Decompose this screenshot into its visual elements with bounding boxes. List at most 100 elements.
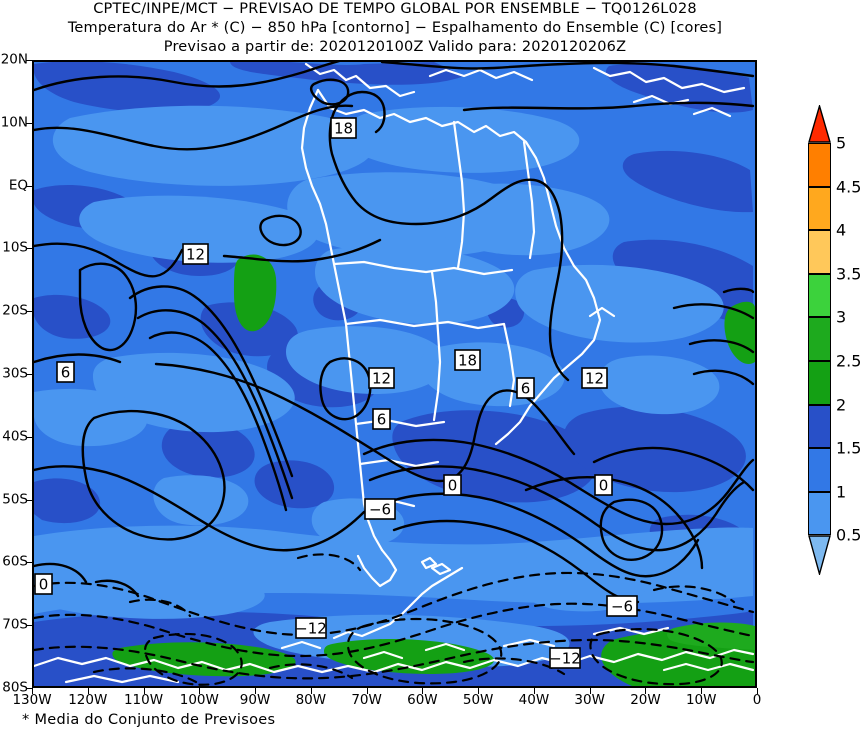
y-tick-mark	[26, 186, 32, 187]
y-tick-mark	[26, 374, 32, 375]
y-tick-label-10S: 10S	[2, 239, 28, 256]
x-tick-mark	[32, 688, 33, 694]
contour-label-12-pacific: 12	[182, 243, 209, 265]
x-tick-mark	[144, 688, 145, 694]
svg-text:0: 0	[448, 477, 458, 495]
map-canvas: 18 18 12 12	[34, 62, 755, 686]
svg-text:−12: −12	[549, 650, 581, 668]
contour-label-minus12-west: −12	[295, 617, 327, 639]
x-tick-mark	[311, 688, 312, 694]
x-tick-label-110W: 110W	[123, 692, 164, 708]
contour-label-18-south: 18	[454, 349, 481, 371]
svg-text:12: 12	[186, 246, 205, 264]
y-tick-label-30S: 30S	[2, 365, 28, 382]
contour-label-6-chile: 6	[372, 408, 391, 430]
x-tick-label-130W: 130W	[12, 692, 52, 708]
title-line-3: Previsao a partir de: 2020120100Z Valido…	[163, 39, 627, 56]
colorbar-cap-top	[808, 103, 831, 143]
svg-text:−6: −6	[369, 501, 391, 519]
colorbar-band	[808, 404, 831, 449]
y-tick-mark	[26, 248, 32, 249]
contour-label-minus12-east: −12	[549, 647, 581, 669]
x-tick-mark	[757, 688, 758, 694]
colorbar-tick-label-2: 2	[836, 395, 847, 415]
x-tick-mark	[367, 688, 368, 694]
contour-label-0-east: 0	[594, 474, 613, 496]
y-tick-mark	[26, 562, 32, 563]
colorbar	[808, 103, 831, 622]
svg-text:12: 12	[585, 370, 604, 388]
svg-text:12: 12	[372, 370, 391, 388]
contour-labels: 18 18 12 12	[34, 117, 638, 669]
y-tick-label-EQ: EQ	[8, 176, 28, 193]
colorbar-tick-label-5: 5	[836, 133, 847, 153]
colorbar-band	[808, 230, 831, 274]
colorbar-tick-label-2.5: 2.5	[836, 351, 860, 371]
x-tick-label-120W: 120W	[68, 692, 108, 708]
y-tick-mark	[26, 437, 32, 438]
colorbar-tick-label-3.5: 3.5	[836, 264, 860, 284]
contour-label-minus6-east: −6	[606, 595, 638, 617]
y-tick-label-70S: 70S	[2, 616, 28, 633]
colorbar-band	[808, 273, 831, 318]
y-tick-mark	[26, 311, 32, 312]
x-tick-mark	[645, 688, 646, 694]
title-line-2: Temperatura do Ar * (C) − 850 hPa [conto…	[67, 20, 723, 37]
colorbar-tick-label-1: 1	[836, 482, 847, 502]
footnote: * Media do Conjunto de Previsoes	[22, 712, 276, 728]
svg-text:−12: −12	[295, 620, 327, 638]
colorbar-tick-label-4.5: 4.5	[836, 177, 860, 197]
svg-text:6: 6	[521, 380, 531, 398]
contour-label-0-south-atlantic: 0	[443, 474, 462, 496]
title-line-1: CPTEC/INPE/MCT − PREVISAO DE TEMPO GLOBA…	[93, 1, 697, 17]
y-tick-mark	[26, 625, 32, 626]
y-tick-mark	[26, 60, 32, 61]
svg-text:0: 0	[39, 576, 49, 594]
x-tick-mark	[255, 688, 256, 694]
svg-text:−6: −6	[611, 598, 633, 616]
x-tick-label-40W: 40W	[518, 692, 550, 708]
svg-text:0: 0	[599, 477, 609, 495]
x-tick-mark	[478, 688, 479, 694]
colorbar-tick-label-4: 4	[836, 220, 847, 240]
x-tick-label-20W: 20W	[630, 692, 661, 708]
x-tick-mark	[534, 688, 535, 694]
x-tick-mark	[199, 688, 200, 694]
y-tick-label-20N: 20N	[0, 51, 28, 68]
colorbar-band	[808, 143, 831, 187]
x-tick-label-0: 0	[752, 692, 762, 708]
x-tick-label-60W: 60W	[407, 692, 438, 708]
map-plot-area: 18 18 12 12	[32, 60, 757, 688]
colorbar-band	[808, 317, 831, 361]
x-tick-label-80W: 80W	[295, 692, 327, 708]
y-tick-mark	[26, 500, 32, 501]
contour-label-18-north: 18	[330, 117, 357, 139]
contour-label-6-atlantic: 6	[516, 377, 535, 399]
colorbar-cap-bottom	[808, 535, 831, 578]
contour-label-12-chile: 12	[368, 367, 395, 389]
coastlines	[34, 62, 755, 684]
x-tick-label-70W: 70W	[351, 692, 382, 708]
y-tick-mark	[26, 123, 32, 124]
contour-label-12-atlantic: 12	[581, 367, 608, 389]
svg-text:6: 6	[61, 364, 71, 382]
contour-label-0-westedge: 0	[34, 573, 53, 595]
colorbar-tick-label-3: 3	[836, 307, 847, 327]
y-tick-label-10N: 10N	[0, 114, 28, 131]
svg-text:6: 6	[377, 411, 387, 429]
y-tick-label-40S: 40S	[2, 428, 28, 445]
y-tick-mark	[26, 688, 32, 689]
y-tick-label-20S: 20S	[2, 302, 28, 319]
contours-dashed	[34, 553, 755, 686]
contour-label-6-westedge: 6	[56, 361, 75, 383]
x-tick-mark	[590, 688, 591, 694]
x-tick-mark	[701, 688, 702, 694]
colorbar-tick-label-0.5: 0.5	[836, 525, 860, 545]
contours-solid	[34, 62, 755, 604]
colorbar-band	[808, 448, 831, 492]
colorbar-band	[808, 361, 831, 405]
x-tick-mark	[88, 688, 89, 694]
x-tick-label-100W: 100W	[179, 692, 219, 708]
colorbar-band	[808, 491, 831, 536]
